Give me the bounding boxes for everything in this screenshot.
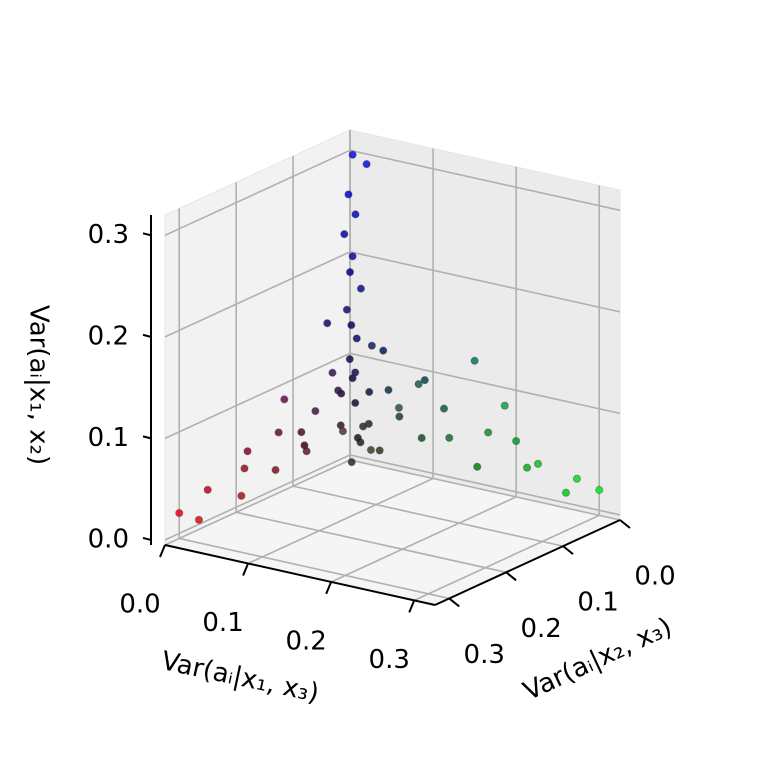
- point: [175, 508, 184, 518]
- pane-right: [349, 129, 621, 521]
- x-tick: [325, 581, 333, 595]
- point: [338, 427, 348, 436]
- points: [175, 150, 604, 524]
- x-tick-label: 0.2: [285, 626, 326, 656]
- z-tick: [142, 536, 152, 541]
- y-tick-label: 0.2: [520, 614, 561, 644]
- point: [348, 150, 357, 159]
- point: [561, 488, 571, 497]
- point: [280, 395, 289, 404]
- point: [595, 485, 604, 495]
- point: [240, 464, 249, 473]
- point: [375, 446, 384, 455]
- x-tick-label: 0.1: [202, 608, 243, 638]
- z-tick: [142, 333, 152, 338]
- point: [194, 515, 204, 524]
- point: [243, 447, 252, 456]
- point: [334, 386, 343, 395]
- grid-line: [235, 182, 507, 574]
- z-tick-label: 0.3: [88, 220, 129, 250]
- point: [203, 485, 212, 494]
- y-tick: [448, 597, 460, 608]
- point: [572, 474, 582, 483]
- point: [271, 465, 280, 475]
- point: [414, 380, 423, 389]
- point: [365, 387, 374, 397]
- y-tick: [619, 519, 631, 529]
- point: [484, 428, 493, 437]
- point: [345, 355, 354, 364]
- point: [345, 268, 355, 277]
- grid-line: [292, 156, 564, 547]
- y-tick: [505, 571, 517, 582]
- point: [351, 398, 360, 408]
- x-tick: [408, 600, 416, 613]
- point: [384, 385, 393, 395]
- grid-line: [164, 251, 621, 338]
- point: [473, 462, 482, 471]
- point: [347, 458, 356, 467]
- z-tick: [142, 435, 152, 440]
- point: [348, 252, 357, 261]
- z-tick: [142, 232, 152, 237]
- point: [297, 428, 306, 437]
- point: [356, 284, 366, 293]
- point: [328, 368, 337, 377]
- point: [348, 374, 357, 383]
- z-tick-label: 0.0: [88, 524, 129, 554]
- point: [237, 491, 246, 500]
- y-tick: [562, 545, 574, 555]
- x-tick: [242, 563, 249, 576]
- point: [394, 403, 404, 412]
- point: [300, 441, 309, 450]
- point: [470, 356, 479, 365]
- y-tick-label: 0.3: [464, 640, 505, 670]
- point: [439, 404, 449, 413]
- point: [379, 346, 388, 355]
- point: [417, 433, 426, 443]
- point: [522, 463, 532, 472]
- y-tick-label: 0.0: [634, 562, 675, 592]
- grid-line: [164, 149, 621, 237]
- z-axis-label: Var(aᵢ|x₁, x₂): [24, 305, 54, 465]
- point: [367, 341, 376, 350]
- point: [358, 422, 368, 431]
- x-tick: [159, 544, 166, 558]
- point: [512, 436, 521, 446]
- point: [395, 412, 404, 421]
- y-tick-label: 0.1: [577, 588, 618, 618]
- x-axis: [164, 544, 436, 606]
- point: [353, 433, 362, 442]
- x-tick-label: 0.0: [119, 590, 160, 620]
- point: [347, 321, 356, 330]
- point: [533, 459, 543, 468]
- panes: [163, 129, 622, 606]
- point: [342, 305, 352, 314]
- point: [340, 230, 349, 239]
- z-tick-label: 0.2: [88, 321, 129, 351]
- z-tick-label: 0.1: [88, 423, 129, 453]
- grid-line: [164, 454, 621, 541]
- point: [352, 334, 361, 343]
- point: [344, 190, 353, 199]
- point: [500, 401, 509, 410]
- point: [323, 319, 332, 328]
- point: [274, 428, 283, 437]
- x-tick-label: 0.3: [369, 645, 410, 675]
- grid-line: [178, 208, 450, 600]
- point: [445, 433, 454, 442]
- y-axis: [434, 519, 621, 606]
- point: [362, 160, 371, 169]
- point: [351, 210, 360, 219]
- point: [420, 376, 429, 385]
- point: [311, 406, 320, 416]
- grid-line: [164, 352, 621, 440]
- point: [366, 445, 376, 455]
